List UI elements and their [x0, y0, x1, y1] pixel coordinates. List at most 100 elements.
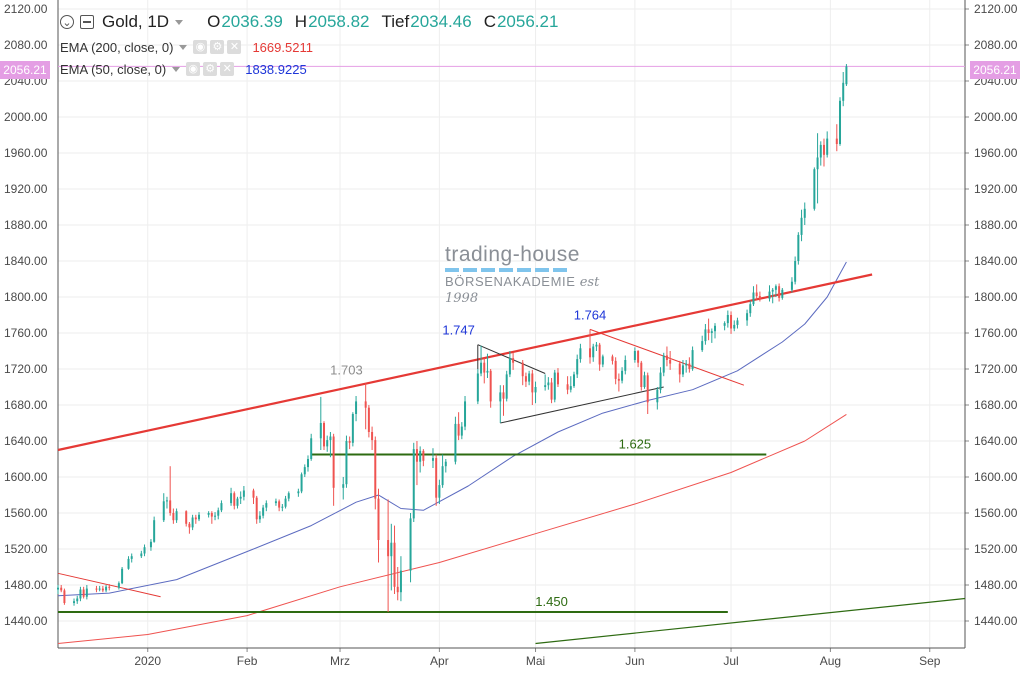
open-value: 2036.39 — [221, 12, 283, 31]
candle-body — [508, 358, 511, 375]
candle-body — [707, 329, 710, 333]
candle — [454, 416, 457, 465]
candle-body — [140, 553, 143, 557]
candle — [121, 567, 124, 585]
candle-body — [704, 329, 707, 342]
watermark-title: trading-house — [445, 243, 580, 266]
candle-body — [162, 501, 165, 521]
candle-body — [364, 401, 367, 408]
candle — [524, 372, 527, 387]
candle-body — [598, 344, 601, 365]
candle — [274, 498, 277, 506]
indicator-row-ema50: EMA (50, close, 0) ◉ ⚙ ✕ 1838.9225 — [60, 58, 558, 80]
candle-body — [781, 289, 784, 298]
candle — [617, 373, 620, 392]
candle — [659, 367, 662, 394]
candle — [460, 422, 463, 440]
close-icon[interactable]: ✕ — [220, 62, 235, 76]
candle — [556, 368, 559, 387]
candle-body — [310, 438, 313, 459]
candle-body — [665, 355, 668, 360]
candle-body — [534, 387, 537, 393]
candle-body — [210, 513, 213, 517]
x-tick-label: Mrz — [330, 654, 350, 668]
caret-down-icon[interactable] — [175, 19, 184, 25]
candle-body — [172, 513, 175, 521]
candle — [544, 374, 547, 391]
candle-body — [454, 423, 457, 462]
candle — [399, 556, 402, 602]
gear-icon[interactable]: ⚙ — [210, 40, 225, 54]
candle — [281, 504, 284, 512]
chevron-down-circle-icon[interactable]: ⌄ — [60, 15, 74, 29]
candle — [800, 209, 803, 242]
candle — [839, 97, 842, 146]
candle-body — [826, 138, 829, 155]
candle-body — [464, 401, 467, 427]
y-tick-label-right: 1920.00 — [974, 182, 1018, 196]
candle-body — [521, 362, 524, 377]
candle — [640, 360, 643, 391]
chart-legend: ⌄ Gold, 1D O 2036.39 H 2058.82 Tief 2034… — [60, 8, 558, 80]
indicator-label-ema200[interactable]: EMA (200, close, 0) — [60, 39, 174, 55]
candle-body — [220, 503, 223, 511]
candle — [76, 595, 79, 604]
candle-body — [105, 586, 108, 591]
candle — [508, 351, 511, 378]
long-trend-lower-line — [535, 597, 966, 645]
candle-body — [255, 497, 258, 520]
close-icon[interactable]: ✕ — [227, 40, 242, 54]
candle-body — [143, 547, 146, 554]
candle-body — [60, 587, 63, 591]
candle-body — [749, 304, 752, 314]
candle — [778, 283, 781, 302]
candle-body — [117, 583, 120, 588]
minimize-icon[interactable] — [80, 15, 94, 29]
candle-body — [489, 370, 492, 402]
candle — [287, 491, 290, 502]
caret-down-icon[interactable] — [172, 66, 181, 72]
candle-body — [483, 362, 486, 373]
candle-body — [108, 586, 111, 588]
candle — [441, 454, 444, 488]
candle-body — [284, 498, 287, 507]
candle — [422, 449, 425, 467]
candle — [105, 585, 108, 593]
indicator-label-ema50[interactable]: EMA (50, close, 0) — [60, 61, 167, 77]
support-label: 1.450 — [535, 594, 568, 609]
candle-body — [435, 458, 438, 498]
price-annotation: 1.703 — [330, 362, 363, 377]
x-tick-label: Sep — [919, 654, 941, 668]
gear-icon[interactable]: ⚙ — [203, 62, 218, 76]
candle — [752, 286, 755, 306]
candle — [262, 504, 265, 519]
candle — [255, 495, 258, 524]
candle — [669, 351, 672, 370]
candle-body — [701, 341, 704, 351]
candle — [188, 522, 191, 534]
candle — [819, 141, 822, 166]
symbol-label[interactable]: Gold, 1D — [102, 12, 170, 31]
candle — [220, 500, 223, 513]
candle — [236, 496, 239, 509]
candle-body — [329, 436, 332, 441]
candle-body — [165, 500, 168, 502]
candle — [297, 488, 300, 497]
caret-down-icon[interactable] — [179, 44, 188, 50]
candle-body — [262, 507, 265, 516]
candle-body — [121, 568, 124, 584]
candle — [707, 318, 710, 341]
candle-body — [367, 407, 370, 432]
candle-body — [345, 441, 348, 485]
eye-icon[interactable]: ◉ — [193, 40, 208, 54]
candle — [794, 256, 797, 285]
candle — [332, 433, 335, 506]
candle — [845, 64, 848, 86]
candle-body — [640, 362, 643, 387]
candle-body — [592, 346, 595, 358]
eye-icon[interactable]: ◉ — [186, 62, 201, 76]
candle — [758, 291, 761, 302]
candle — [63, 588, 66, 605]
y-tick-label-left: 1440.00 — [4, 614, 48, 628]
